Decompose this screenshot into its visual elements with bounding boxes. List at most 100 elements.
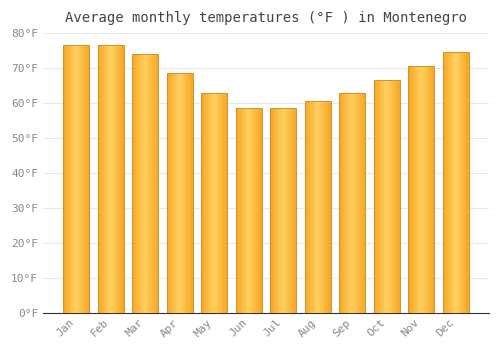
- Bar: [291, 108, 292, 313]
- Bar: [416, 66, 418, 313]
- Bar: [304, 102, 330, 313]
- Bar: [107, 46, 108, 313]
- Bar: [425, 66, 426, 313]
- Bar: [153, 54, 154, 313]
- Bar: [280, 108, 282, 313]
- Bar: [118, 46, 120, 313]
- Bar: [362, 93, 364, 313]
- Bar: [424, 66, 425, 313]
- Bar: [382, 80, 383, 313]
- Bar: [278, 108, 280, 313]
- Bar: [80, 46, 82, 313]
- Bar: [351, 93, 352, 313]
- Bar: [238, 108, 240, 313]
- Bar: [201, 93, 227, 313]
- Bar: [213, 93, 214, 313]
- Bar: [132, 54, 158, 313]
- Bar: [241, 108, 242, 313]
- Bar: [212, 93, 213, 313]
- Bar: [146, 54, 148, 313]
- Bar: [319, 102, 320, 313]
- Bar: [310, 102, 311, 313]
- Bar: [432, 66, 433, 313]
- Bar: [446, 52, 448, 313]
- Bar: [380, 80, 382, 313]
- Bar: [182, 74, 184, 313]
- Bar: [294, 108, 295, 313]
- Bar: [375, 80, 376, 313]
- Bar: [274, 108, 276, 313]
- Bar: [142, 54, 144, 313]
- Bar: [177, 74, 178, 313]
- Bar: [316, 102, 318, 313]
- Bar: [384, 80, 386, 313]
- Bar: [144, 54, 145, 313]
- Bar: [208, 93, 209, 313]
- Bar: [422, 66, 424, 313]
- Bar: [210, 93, 212, 313]
- Bar: [170, 74, 172, 313]
- Bar: [344, 93, 346, 313]
- Bar: [426, 66, 428, 313]
- Bar: [412, 66, 414, 313]
- Bar: [202, 93, 204, 313]
- Bar: [460, 52, 461, 313]
- Bar: [74, 46, 75, 313]
- Bar: [242, 108, 244, 313]
- Bar: [272, 108, 273, 313]
- Bar: [114, 46, 116, 313]
- Bar: [270, 108, 296, 313]
- Bar: [166, 74, 168, 313]
- Bar: [347, 93, 348, 313]
- Bar: [304, 102, 306, 313]
- Bar: [88, 46, 89, 313]
- Bar: [356, 93, 358, 313]
- Bar: [201, 93, 202, 313]
- Bar: [284, 108, 286, 313]
- Bar: [352, 93, 354, 313]
- Bar: [120, 46, 121, 313]
- Bar: [116, 46, 117, 313]
- Bar: [79, 46, 80, 313]
- Bar: [218, 93, 220, 313]
- Bar: [185, 74, 186, 313]
- Bar: [320, 102, 322, 313]
- Bar: [457, 52, 458, 313]
- Bar: [108, 46, 110, 313]
- Bar: [209, 93, 210, 313]
- Bar: [258, 108, 259, 313]
- Bar: [172, 74, 173, 313]
- Bar: [444, 52, 446, 313]
- Bar: [188, 74, 190, 313]
- Bar: [138, 54, 140, 313]
- Bar: [421, 66, 422, 313]
- Bar: [259, 108, 260, 313]
- Bar: [217, 93, 218, 313]
- Bar: [449, 52, 450, 313]
- Bar: [154, 54, 156, 313]
- Bar: [374, 80, 375, 313]
- Bar: [145, 54, 146, 313]
- Bar: [85, 46, 86, 313]
- Bar: [430, 66, 432, 313]
- Bar: [379, 80, 380, 313]
- Bar: [206, 93, 208, 313]
- Bar: [66, 46, 67, 313]
- Bar: [324, 102, 326, 313]
- Bar: [354, 93, 355, 313]
- Bar: [256, 108, 258, 313]
- Bar: [408, 66, 410, 313]
- Bar: [418, 66, 420, 313]
- Bar: [386, 80, 388, 313]
- Bar: [86, 46, 88, 313]
- Bar: [112, 46, 114, 313]
- Bar: [314, 102, 315, 313]
- Bar: [312, 102, 314, 313]
- Bar: [323, 102, 324, 313]
- Bar: [398, 80, 400, 313]
- Bar: [98, 46, 124, 313]
- Bar: [135, 54, 136, 313]
- Bar: [220, 93, 222, 313]
- Bar: [205, 93, 206, 313]
- Bar: [244, 108, 245, 313]
